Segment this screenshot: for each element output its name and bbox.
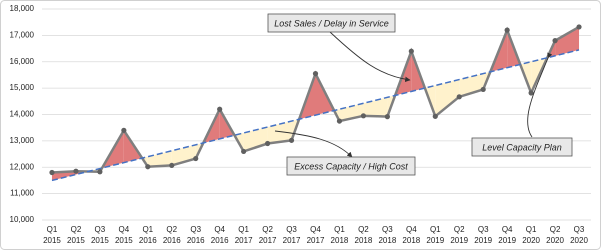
demand-marker [528, 90, 534, 96]
x-tick-label: Q1 [142, 225, 153, 234]
y-tick-label: 18,000 [10, 4, 35, 13]
shortfall-area [555, 26, 580, 56]
x-tick-label: 2015 [43, 236, 61, 245]
x-tick-label: Q1 [334, 225, 345, 234]
demand-marker [408, 48, 414, 54]
x-tick-label: Q2 [262, 225, 273, 234]
x-tick-label: Q1 [526, 225, 537, 234]
x-tick-label: 2015 [67, 236, 85, 245]
x-tick-label: Q3 [190, 225, 201, 234]
excess-area [267, 121, 292, 144]
y-tick-label: 11,000 [10, 189, 34, 198]
annotation-box [286, 156, 416, 176]
y-tick-label: 12,000 [10, 162, 35, 171]
annotation-box [267, 13, 396, 33]
y-tick-label: 10,000 [10, 215, 35, 224]
demand-marker [312, 71, 319, 77]
demand-marker [73, 168, 79, 174]
x-tick-label: 2017 [259, 236, 277, 245]
demand-marker [264, 140, 271, 147]
demand-marker [552, 38, 558, 44]
y-tick-label: 16,000 [10, 57, 35, 66]
x-tick-label: 2019 [426, 236, 444, 245]
y-tick-label: 15,000 [10, 83, 35, 92]
annotation-arrow [527, 52, 553, 138]
demand-marker [480, 86, 486, 93]
x-tick-label: Q4 [502, 225, 513, 234]
x-tick-label: Q3 [478, 225, 489, 234]
y-tick-label: 14,000 [10, 110, 35, 119]
demand-marker [193, 155, 199, 162]
annotation-arrow [329, 31, 411, 83]
x-tick-label: Q1 [47, 225, 58, 234]
x-tick-label: Q2 [358, 225, 369, 234]
x-tick-label: 2016 [163, 236, 181, 245]
x-tick-label: 2017 [235, 236, 253, 245]
annotation-text: Lost Sales / Delay in Service [274, 18, 389, 28]
x-tick-label: 2015 [91, 236, 109, 245]
x-tick-label: 2019 [450, 236, 468, 245]
excess-area [147, 150, 172, 167]
x-tick-label: 2017 [283, 236, 301, 245]
demand-marker [456, 94, 462, 100]
x-tick-label: 2019 [474, 236, 492, 245]
x-tick-label: 2015 [115, 236, 133, 245]
x-tick-label: 2016 [139, 236, 157, 245]
x-tick-label: 2018 [331, 236, 349, 245]
annotation-text: Excess Capacity / High Cost [294, 161, 408, 171]
x-tick-label: 2017 [307, 236, 325, 245]
demand-marker [288, 137, 295, 143]
x-tick-label: 2020 [522, 236, 540, 245]
annotation-arrow [274, 130, 353, 158]
demand-marker [384, 114, 390, 120]
demand-marker [241, 148, 247, 155]
demand-marker [169, 162, 175, 169]
x-tick-label: Q2 [166, 225, 177, 234]
demand-marker [121, 127, 127, 133]
demand-marker [336, 118, 343, 124]
x-tick-label: 2018 [402, 236, 420, 245]
x-tick-label: Q4 [310, 225, 321, 234]
demand-marker [49, 169, 55, 176]
x-tick-label: 2018 [378, 236, 396, 245]
demand-marker [145, 164, 151, 170]
demand-marker [576, 24, 582, 30]
excess-area [435, 79, 460, 117]
x-tick-label: 2020 [570, 236, 588, 245]
y-tick-label: 13,000 [10, 136, 35, 145]
y-tick-label: 17,000 [10, 30, 35, 39]
x-tick-label: 2016 [211, 236, 229, 245]
x-tick-label: Q3 [95, 225, 106, 234]
annotation-text: Level Capacity Plan [482, 142, 562, 152]
x-tick-label: Q1 [430, 225, 441, 234]
x-tick-label: Q1 [238, 225, 249, 234]
x-tick-label: Q4 [406, 225, 417, 234]
shortfall-area [51, 171, 76, 181]
x-tick-label: 2018 [355, 236, 373, 245]
x-tick-label: Q2 [71, 225, 82, 234]
demand-marker [360, 113, 367, 119]
x-tick-label: Q4 [119, 225, 130, 234]
x-tick-label: Q3 [382, 225, 393, 234]
x-tick-label: 2016 [187, 236, 205, 245]
x-tick-label: 2020 [546, 236, 564, 245]
annotation-box [471, 137, 573, 157]
demand-marker [432, 113, 438, 119]
x-tick-label: Q3 [574, 225, 585, 234]
plan-line [51, 49, 580, 182]
x-tick-label: 2019 [498, 236, 516, 245]
demand-marker [97, 169, 103, 175]
x-tick-label: Q2 [550, 225, 561, 234]
x-tick-label: Q3 [286, 225, 297, 234]
x-tick-label: Q2 [454, 225, 465, 234]
demand-marker [504, 27, 510, 33]
demand-marker [217, 106, 223, 112]
x-tick-label: Q4 [214, 225, 225, 234]
